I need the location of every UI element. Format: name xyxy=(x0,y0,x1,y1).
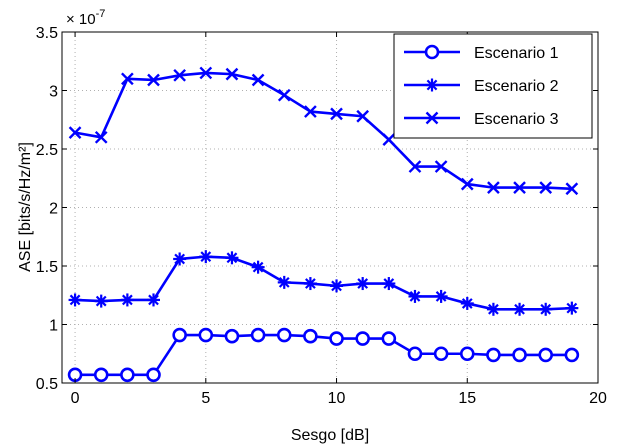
y-tick-label: 3 xyxy=(49,84,58,101)
data-point xyxy=(460,177,474,191)
legend-marker xyxy=(425,78,439,92)
data-point xyxy=(173,252,187,266)
data-point xyxy=(94,130,108,144)
data-point xyxy=(251,73,265,87)
data-point xyxy=(433,346,449,362)
data-point xyxy=(277,275,291,289)
data-point xyxy=(565,301,579,315)
data-point xyxy=(120,293,134,307)
data-point xyxy=(512,347,527,363)
data-point xyxy=(68,126,82,139)
series-3 xyxy=(68,66,579,196)
series-1 xyxy=(67,327,580,383)
data-point xyxy=(173,68,187,82)
data-point xyxy=(459,346,475,362)
data-point xyxy=(199,66,213,80)
y-tick-label: 2 xyxy=(49,201,58,218)
y-axis-label: ASE [bits/s/Hz/m²] xyxy=(17,142,34,272)
legend-entry: Escenario 1 xyxy=(404,44,559,62)
data-point xyxy=(198,327,214,343)
x-tick-label: 5 xyxy=(201,390,210,407)
legend-entry: Escenario 3 xyxy=(404,111,559,128)
data-point xyxy=(224,328,240,344)
series-2 xyxy=(68,250,579,316)
data-point xyxy=(408,160,422,173)
ticks: 0 5 10 15 20 0.5 1 1.5 2 2.5 3 3.5 xyxy=(36,25,607,407)
data-point xyxy=(250,327,266,343)
data-point xyxy=(434,160,448,173)
data-point xyxy=(486,302,500,316)
data-point xyxy=(121,72,134,86)
x-tick-label: 10 xyxy=(328,390,346,407)
y-tick-label: 1 xyxy=(49,318,58,335)
x-axis-label: Sesgo [dB] xyxy=(291,427,369,444)
y-multiplier-base: × 10 xyxy=(66,11,96,28)
data-point xyxy=(408,289,422,303)
data-point xyxy=(539,302,553,316)
series-group xyxy=(67,66,580,383)
data-point xyxy=(382,133,396,146)
x-tick-label: 20 xyxy=(589,390,607,407)
data-point xyxy=(94,294,108,308)
y-tick-label: 3.5 xyxy=(36,25,58,42)
legend-marker xyxy=(424,44,440,60)
data-point xyxy=(381,331,397,346)
data-point xyxy=(303,328,318,344)
data-point xyxy=(304,105,317,118)
data-point xyxy=(147,73,160,87)
y-multiplier: × 10-7 xyxy=(66,8,105,28)
legend-label: Escenario 1 xyxy=(474,45,559,62)
y-tick-label: 2.5 xyxy=(36,142,58,159)
data-point xyxy=(146,367,161,383)
data-point xyxy=(329,331,344,346)
data-point xyxy=(513,181,526,194)
y-tick-label: 1.5 xyxy=(36,259,58,276)
data-point xyxy=(225,251,239,265)
data-point xyxy=(565,182,579,196)
data-point xyxy=(486,347,501,363)
data-point xyxy=(251,260,265,274)
axis-labels: Sesgo [dB] ASE [bits/s/Hz/m²] × 10-7 xyxy=(17,8,369,444)
data-point xyxy=(276,327,292,343)
data-point xyxy=(382,277,396,291)
grid xyxy=(62,32,598,383)
data-point xyxy=(120,367,135,383)
data-point xyxy=(277,88,291,102)
data-point xyxy=(356,109,370,123)
data-point xyxy=(355,331,370,346)
data-point xyxy=(172,327,187,343)
data-point xyxy=(539,181,553,194)
data-point xyxy=(330,279,344,293)
legend-label: Escenario 3 xyxy=(474,111,559,128)
data-point xyxy=(564,347,580,363)
data-point xyxy=(356,277,370,291)
data-point xyxy=(538,347,554,363)
data-point xyxy=(199,250,213,264)
data-point xyxy=(330,107,343,121)
series-line xyxy=(74,71,572,191)
legend-entry: Escenario 2 xyxy=(404,78,559,95)
y-tick-label: 0.5 xyxy=(36,376,58,393)
data-point xyxy=(147,293,161,307)
data-point xyxy=(303,277,317,291)
legend-label: Escenario 2 xyxy=(474,78,559,95)
data-point xyxy=(225,67,239,81)
x-tick-label: 15 xyxy=(458,390,476,407)
data-point xyxy=(68,293,82,307)
data-point xyxy=(93,367,109,383)
legend-marker xyxy=(425,111,439,125)
data-point xyxy=(487,181,500,194)
x-tick-label: 0 xyxy=(71,390,80,407)
data-point xyxy=(434,289,448,303)
y-multiplier-exponent: -7 xyxy=(96,8,106,20)
data-point xyxy=(513,302,527,316)
data-point xyxy=(407,346,423,362)
data-point xyxy=(460,296,474,310)
legend: Escenario 1 Escenario 2 Escenario 3 xyxy=(393,33,593,139)
